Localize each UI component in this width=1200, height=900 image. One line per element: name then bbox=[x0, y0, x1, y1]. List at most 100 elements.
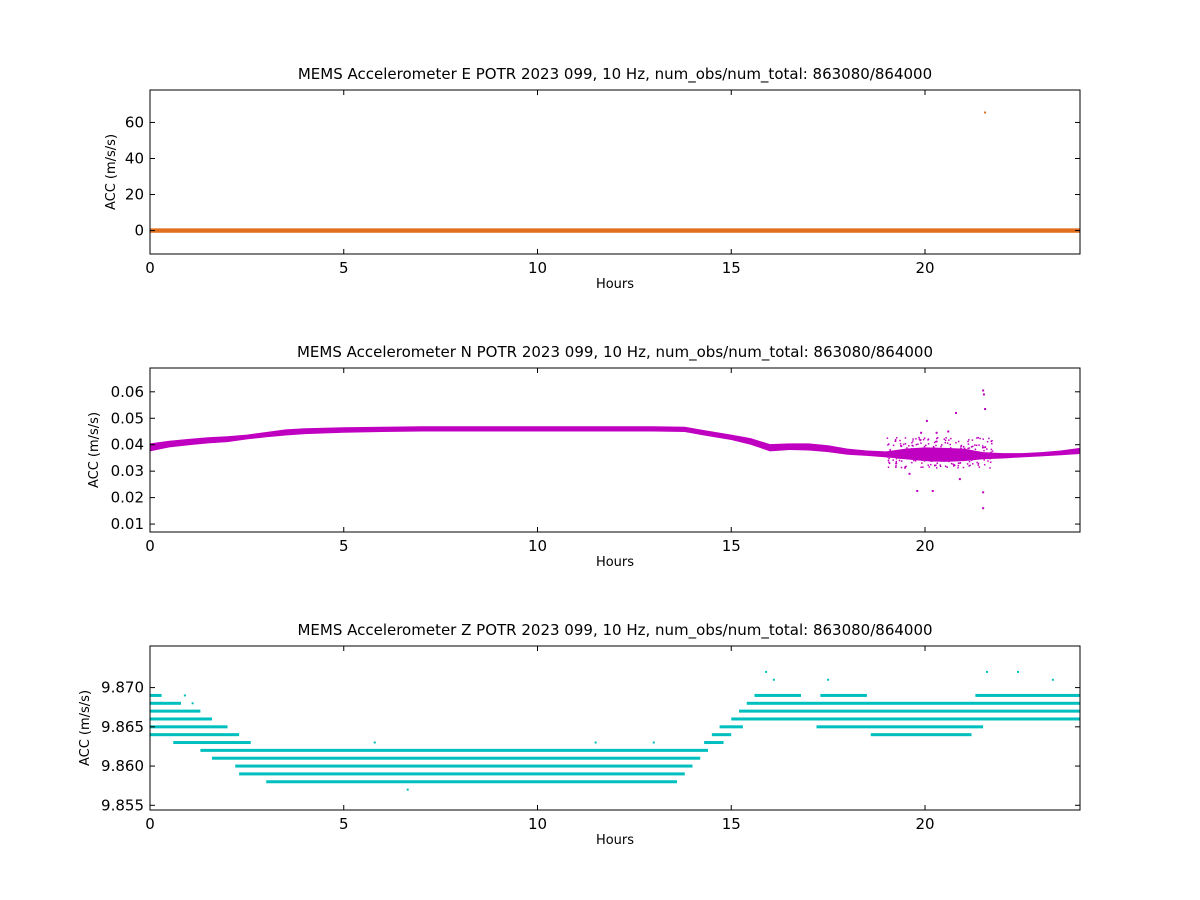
noise-point-n bbox=[975, 444, 978, 447]
noise-point-n bbox=[939, 450, 941, 452]
noise-point-n bbox=[910, 449, 913, 452]
y-tick-label-n-5: 0.06 bbox=[111, 383, 144, 401]
noise-point-n bbox=[895, 466, 897, 469]
level-segment-z-9-0 bbox=[235, 764, 693, 768]
noise-point-n bbox=[982, 438, 984, 440]
axes-frame-e bbox=[149, 89, 1081, 255]
level-segment-z-7-0 bbox=[200, 748, 708, 752]
noise-point-n bbox=[888, 462, 891, 464]
noise-point-n bbox=[911, 444, 914, 447]
y-tick-label-n-0: 0.01 bbox=[111, 515, 144, 533]
noise-point-n bbox=[893, 456, 895, 458]
x-tick-label-e-2: 10 bbox=[528, 259, 547, 277]
panels: 0 5 10 15 20 0 20 40 60 MEMS Accelerometer E POTR… bbox=[78, 65, 1081, 848]
noise-point-n bbox=[927, 439, 929, 441]
noise-point-n bbox=[907, 451, 910, 453]
noise-point-n bbox=[948, 449, 950, 451]
noise-point-n bbox=[906, 447, 908, 449]
noise-point-n bbox=[986, 441, 989, 443]
y-axis-label-n: ACC (m/s/s) bbox=[87, 412, 102, 488]
noise-point-n bbox=[952, 463, 955, 466]
noise-point-n bbox=[960, 445, 962, 448]
noise-point-n bbox=[968, 439, 970, 441]
noise-point-n bbox=[916, 452, 919, 454]
x-tick-label-n-0: 0 bbox=[145, 537, 155, 555]
noise-point-n bbox=[936, 462, 938, 464]
noise-point-n bbox=[938, 459, 941, 462]
noise-point-n bbox=[914, 459, 917, 462]
noise-point-n bbox=[949, 453, 952, 456]
noise-point-n bbox=[983, 459, 985, 461]
outlier-point-n-8 bbox=[982, 491, 985, 494]
noise-point-n bbox=[946, 449, 949, 452]
y-tick-label-e-0: 0 bbox=[134, 222, 144, 240]
level-segment-z-8-0 bbox=[212, 756, 701, 760]
x-tick-label-n-4: 20 bbox=[915, 537, 934, 555]
outlier-point-n-0 bbox=[916, 490, 919, 492]
chart-title-n: MEMS Accelerometer N POTR 2023 099, 10 H… bbox=[297, 343, 933, 362]
noise-point-n bbox=[943, 451, 945, 453]
noise-point-n bbox=[967, 447, 969, 450]
noise-point-n bbox=[991, 440, 993, 442]
noise-point-n bbox=[939, 465, 942, 468]
noise-point-n bbox=[936, 459, 939, 462]
outlier-point-z-6 bbox=[1051, 678, 1054, 681]
noise-point-n bbox=[953, 459, 956, 462]
x-tick-label-e-0: 0 bbox=[145, 259, 155, 277]
noise-point-n bbox=[898, 457, 900, 459]
x-tick-label-e-1: 5 bbox=[339, 259, 349, 277]
noise-point-n bbox=[923, 437, 926, 439]
level-segment-z-3-0 bbox=[150, 717, 212, 721]
outlier-point-n-4 bbox=[982, 389, 985, 392]
y-tick-label-z-0: 9.855 bbox=[101, 796, 144, 814]
noise-point-n bbox=[977, 464, 979, 466]
noise-point-n bbox=[954, 455, 957, 457]
noise-point-n bbox=[957, 440, 960, 443]
level-segment-z-0-2 bbox=[820, 693, 867, 697]
noise-point-n bbox=[934, 464, 936, 467]
noise-point-n bbox=[929, 458, 931, 461]
noise-point-n bbox=[968, 460, 971, 463]
noise-point-n bbox=[945, 437, 947, 439]
noise-point-n bbox=[957, 462, 960, 465]
level-segment-z-1-1 bbox=[746, 701, 1080, 705]
level-segment-z-4-2 bbox=[816, 725, 984, 729]
noise-point-n bbox=[936, 467, 938, 469]
noise-point-n bbox=[898, 459, 901, 462]
level-segment-z-6-1 bbox=[704, 741, 724, 745]
noise-point-n bbox=[949, 452, 952, 455]
y-tick-label-z-2: 9.865 bbox=[101, 718, 144, 736]
noise-point-n bbox=[918, 438, 921, 440]
y-tick-label-z-1: 9.860 bbox=[101, 757, 144, 775]
noise-point-n bbox=[976, 437, 978, 439]
noise-point-n bbox=[968, 447, 971, 449]
noise-point-n bbox=[911, 441, 913, 444]
noise-point-n bbox=[982, 456, 985, 459]
noise-point-n bbox=[935, 437, 938, 440]
noise-point-n bbox=[931, 460, 934, 462]
noise-point-n bbox=[927, 443, 930, 445]
noise-point-n bbox=[905, 465, 907, 468]
noise-point-n bbox=[942, 459, 945, 462]
noise-point-n bbox=[889, 452, 891, 454]
noise-point-n bbox=[923, 448, 926, 450]
noise-point-n bbox=[896, 452, 898, 454]
y-tick-label-n-4: 0.05 bbox=[111, 409, 144, 427]
axes-frame-z bbox=[149, 645, 1081, 811]
noise-point-n bbox=[972, 456, 975, 459]
noise-point-n bbox=[895, 456, 898, 458]
panel-n-data bbox=[150, 389, 1080, 510]
noise-point-n bbox=[983, 464, 986, 466]
outlier-point-n-7 bbox=[982, 507, 985, 510]
noise-point-n bbox=[935, 444, 937, 447]
outlier-point-z-2 bbox=[772, 678, 775, 681]
noise-point-n bbox=[913, 459, 915, 462]
outlier-point-z-9 bbox=[652, 741, 655, 744]
noise-point-n bbox=[936, 451, 938, 453]
level-segment-z-0-1 bbox=[754, 693, 801, 697]
noise-point-n bbox=[930, 460, 932, 462]
y-tick-label-n-3: 0.04 bbox=[111, 436, 144, 454]
noise-point-n bbox=[969, 464, 971, 467]
noise-point-n bbox=[972, 463, 974, 465]
noise-point-n bbox=[897, 453, 899, 455]
